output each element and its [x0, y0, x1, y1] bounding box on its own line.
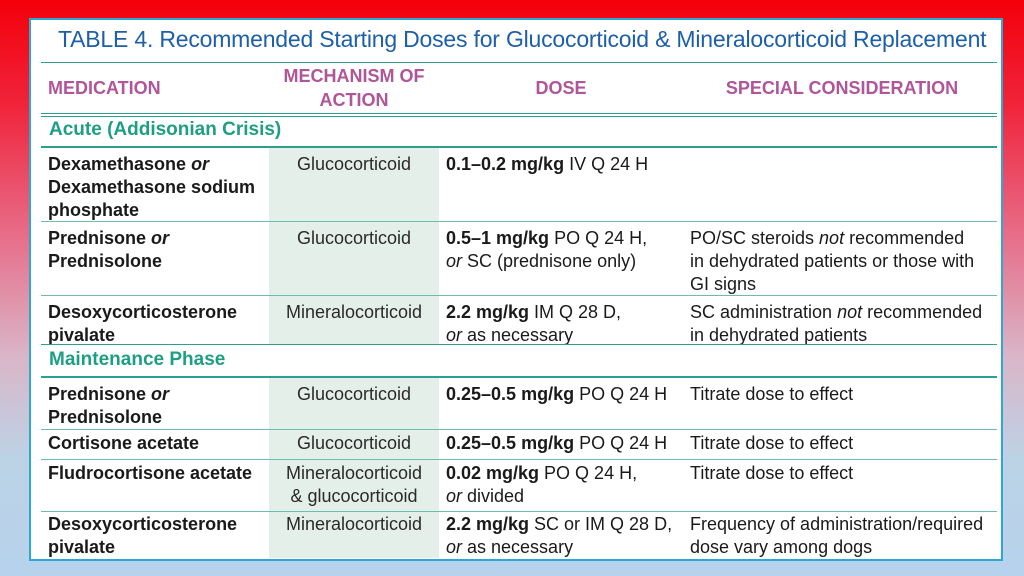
mechanism-column-shade-acute — [269, 148, 439, 344]
table-row: Prednisone or Prednisolone Glucocorticoi… — [41, 222, 997, 296]
mechanism-cell: Glucocorticoid — [296, 384, 412, 404]
section-acute-rule — [41, 146, 997, 148]
header-rule-bottom — [41, 116, 997, 117]
table-row: Dexamethasone or Dexamethasone sodium ph… — [41, 148, 997, 222]
title-divider — [41, 62, 997, 63]
mechanism-cell: Mineralocorticoid — [285, 514, 423, 534]
mechanism-cell: Mineralocorticoid — [285, 302, 423, 322]
row-divider — [41, 429, 997, 430]
dose-cell: 0.5–1 mg/kg PO Q 24 H, or SC (prednisone… — [446, 228, 648, 271]
medication-cell: Cortisone acetate — [48, 433, 200, 453]
medication-cell: Desoxycorticosterone pivalate — [48, 302, 238, 345]
header-medication: MEDICATION — [48, 78, 161, 98]
row-divider — [41, 221, 997, 222]
header-mechanism-line2: ACTION — [319, 90, 389, 110]
row-divider — [41, 459, 997, 460]
section-maintenance: Maintenance Phase — [49, 349, 226, 370]
section-maintenance-rule — [41, 376, 997, 378]
special-consideration-cell: Frequency of administration/required dos… — [690, 514, 984, 557]
medication-cell: Desoxycorticosterone pivalate — [48, 514, 238, 557]
header-mechanism-line1: MECHANISM OF — [283, 66, 425, 86]
special-consideration-cell: SC administration not recommended in deh… — [690, 302, 983, 345]
dose-cell: 0.25–0.5 mg/kg PO Q 24 H — [446, 384, 668, 404]
special-consideration-cell: Titrate dose to effect — [690, 433, 854, 453]
medication-cell: Dexamethasone or Dexamethasone sodium ph… — [48, 154, 256, 220]
table-row: Prednisone or Prednisolone Glucocorticoi… — [41, 378, 997, 430]
medication-cell: Prednisone or Prednisolone — [48, 384, 170, 427]
mechanism-column-shade-maintenance — [269, 378, 439, 558]
table-header: MEDICATION MECHANISM OF ACTION DOSE SPECI… — [41, 64, 997, 112]
dose-cell: 0.25–0.5 mg/kg PO Q 24 H — [446, 433, 668, 453]
table-row: Fludrocortisone acetate Mineralocorticoi… — [41, 460, 997, 512]
special-consideration-cell: Titrate dose to effect — [690, 463, 854, 483]
table-row: Desoxycorticosterone pivalate Mineraloco… — [41, 296, 997, 345]
row-divider — [41, 511, 997, 512]
header-special-consideration: SPECIAL CONSIDERATION — [725, 78, 959, 98]
table-row: Desoxycorticosterone pivalate Mineraloco… — [41, 512, 997, 558]
mechanism-cell: Glucocorticoid — [296, 154, 412, 174]
section-acute: Acute (Addisonian Crisis) — [49, 119, 282, 140]
dose-cell: 2.2 mg/kg IM Q 28 D, or as necessary — [446, 302, 622, 345]
medication-cell: Fludrocortisone acetate — [48, 463, 253, 483]
mechanism-cell: Mineralocorticoid & glucocorticoid — [285, 463, 423, 506]
dose-cell: 0.02 mg/kg PO Q 24 H, or divided — [446, 463, 638, 506]
header-dose: DOSE — [535, 78, 587, 98]
medication-cell: Prednisone or Prednisolone — [48, 228, 170, 271]
special-consideration-cell: PO/SC steroids not recommended in dehydr… — [690, 228, 975, 294]
mechanism-cell: Glucocorticoid — [296, 228, 412, 248]
mechanism-cell: Glucocorticoid — [296, 433, 412, 453]
header-rule-top — [41, 113, 997, 114]
slide: TABLE 4. Recommended Starting Doses for … — [29, 18, 1003, 561]
section-maintenance-rule-top — [41, 344, 997, 345]
dose-cell: 0.1–0.2 mg/kg IV Q 24 H — [446, 154, 649, 174]
table-row: Cortisone acetate Glucocorticoid 0.25–0.… — [41, 430, 997, 460]
header-mechanism: MECHANISM OF ACTION — [269, 64, 439, 112]
table-title: TABLE 4. Recommended Starting Doses for … — [58, 26, 987, 52]
dose-cell: 2.2 mg/kg SC or IM Q 28 D, or as necessa… — [446, 514, 673, 557]
special-consideration-cell: Titrate dose to effect — [690, 384, 854, 404]
row-divider — [41, 295, 997, 296]
